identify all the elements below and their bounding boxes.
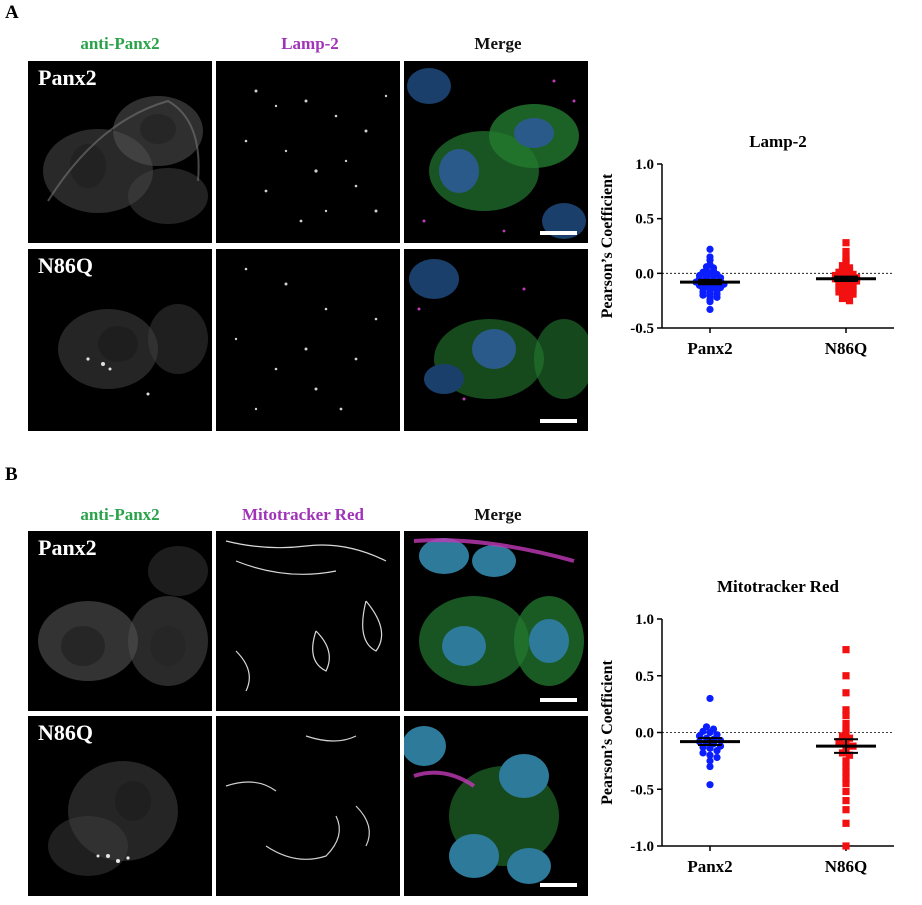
micrograph-a-panx2-antipanx2: Panx2 bbox=[28, 61, 212, 243]
data-point-n86q bbox=[842, 757, 850, 765]
data-point-panx2 bbox=[706, 744, 714, 752]
column-header-merge-a: Merge bbox=[474, 34, 522, 53]
chart-lamp2-svg: Lamp-2 Pearson’s Coefficient 1.0 0.5 0.0 -0.5… bbox=[599, 132, 894, 358]
micrograph-b-n86q-merge bbox=[404, 716, 588, 896]
micrograph-a-panx2-merge bbox=[404, 61, 588, 243]
data-point-panx2 bbox=[706, 245, 714, 253]
data-point-n86q bbox=[842, 239, 850, 247]
micrograph-b-panx2-mitotracker bbox=[216, 531, 400, 711]
micrograph-b-n86q-mitotracker bbox=[216, 716, 400, 896]
data-point-panx2 bbox=[699, 749, 707, 757]
micrograph-a-n86q-merge bbox=[404, 249, 588, 431]
data-point-n86q bbox=[838, 732, 847, 740]
data-point-n86q bbox=[842, 768, 850, 776]
data-point-panx2 bbox=[699, 291, 707, 299]
scale-bar bbox=[540, 231, 577, 235]
data-point-n86q bbox=[842, 719, 850, 728]
data-point-n86q bbox=[842, 774, 850, 782]
data-point-n86q bbox=[845, 751, 854, 759]
y-tick-label: 0.5 bbox=[635, 669, 654, 685]
row-label-panx2-a: Panx2 bbox=[38, 65, 97, 90]
data-point-n86q bbox=[835, 737, 843, 746]
data-point-n86q bbox=[838, 294, 847, 303]
y-tick-label: 1.0 bbox=[635, 157, 654, 173]
data-point-panx2 bbox=[706, 751, 714, 759]
x-tick-label: Panx2 bbox=[687, 857, 732, 876]
data-point-n86q bbox=[842, 689, 850, 697]
chart-title: Lamp-2 bbox=[749, 132, 807, 151]
chart-mitotracker-svg: Mitotracker Red Pearson’s Coefficient 1.0 0… bbox=[599, 577, 894, 876]
data-point-n86q bbox=[842, 779, 850, 788]
data-point-panx2 bbox=[706, 298, 714, 306]
data-point-n86q bbox=[842, 247, 850, 256]
data-point-n86q bbox=[835, 288, 843, 296]
column-header-lamp2-a: Lamp-2 bbox=[281, 34, 339, 53]
y-axis-label: Pearson’s Coefficient bbox=[599, 659, 616, 804]
scale-bar bbox=[540, 698, 577, 702]
panel-letter-b: B bbox=[5, 464, 18, 485]
row-label-n86q-b: N86Q bbox=[38, 720, 93, 745]
y-tick-label: 0.0 bbox=[635, 266, 654, 282]
column-header-anti-panx2-a: anti-Panx2 bbox=[80, 34, 160, 53]
data-point-n86q bbox=[842, 762, 850, 771]
chart-mitotracker: Mitotracker Red Pearson’s Coefficient 1.0 0… bbox=[590, 570, 920, 900]
x-tick-label: Panx2 bbox=[687, 339, 732, 358]
data-point-panx2 bbox=[713, 293, 721, 301]
micrograph-a-panx2-lamp2 bbox=[216, 61, 400, 243]
row-label-n86q-a: N86Q bbox=[38, 253, 93, 278]
data-point-n86q bbox=[842, 787, 850, 796]
micrograph-a-n86q-lamp2 bbox=[216, 249, 400, 431]
micrograph-b-panx2-antipanx2: Panx2 bbox=[28, 531, 212, 711]
x-tick-label: N86Q bbox=[825, 857, 868, 876]
y-tick-label: 0.0 bbox=[635, 726, 654, 742]
data-point-panx2 bbox=[706, 305, 714, 314]
panel-letter-a: A bbox=[5, 2, 19, 23]
data-point-n86q bbox=[842, 819, 850, 827]
data-point-panx2 bbox=[713, 753, 721, 762]
micrograph-a-n86q-antipanx2: N86Q bbox=[28, 249, 212, 431]
chart-title: Mitotracker Red bbox=[717, 577, 839, 596]
row-label-panx2-b: Panx2 bbox=[38, 535, 97, 560]
data-point-n86q bbox=[842, 806, 850, 814]
data-point-n86q bbox=[842, 842, 850, 850]
y-axis-label: Pearson’s Coefficient bbox=[599, 173, 616, 318]
data-point-panx2 bbox=[706, 762, 714, 771]
y-tick-label: 1.0 bbox=[635, 612, 654, 628]
data-point-panx2 bbox=[706, 728, 714, 737]
data-point-panx2 bbox=[706, 757, 714, 765]
data-point-n86q bbox=[845, 734, 854, 742]
y-tick-label: -1.0 bbox=[630, 839, 654, 855]
column-header-mitotracker-b: Mitotracker Red bbox=[242, 505, 364, 524]
y-tick-label: -0.5 bbox=[630, 321, 654, 337]
micrograph-b-n86q-antipanx2: N86Q bbox=[28, 716, 212, 896]
chart-lamp2: Lamp-2 Pearson’s Coefficient 1.0 0.5 0.0 -0.5… bbox=[590, 120, 920, 370]
data-point-n86q bbox=[842, 672, 850, 680]
data-point-panx2 bbox=[706, 781, 714, 789]
scale-bar bbox=[540, 419, 577, 423]
data-point-n86q bbox=[842, 706, 850, 714]
column-header-anti-panx2-b: anti-Panx2 bbox=[80, 505, 160, 524]
y-tick-label: -0.5 bbox=[630, 782, 654, 798]
data-point-n86q bbox=[842, 711, 850, 720]
y-tick-label: 0.5 bbox=[635, 212, 654, 228]
data-point-n86q bbox=[849, 290, 857, 298]
data-point-n86q bbox=[842, 797, 850, 805]
x-tick-label: N86Q bbox=[825, 339, 868, 358]
scale-bar bbox=[540, 883, 577, 887]
data-point-panx2 bbox=[706, 694, 714, 703]
data-point-panx2 bbox=[713, 747, 721, 755]
column-header-merge-b: Merge bbox=[474, 505, 522, 524]
data-point-n86q bbox=[845, 297, 854, 305]
data-point-n86q bbox=[842, 646, 850, 654]
micrograph-b-panx2-merge bbox=[404, 531, 588, 711]
